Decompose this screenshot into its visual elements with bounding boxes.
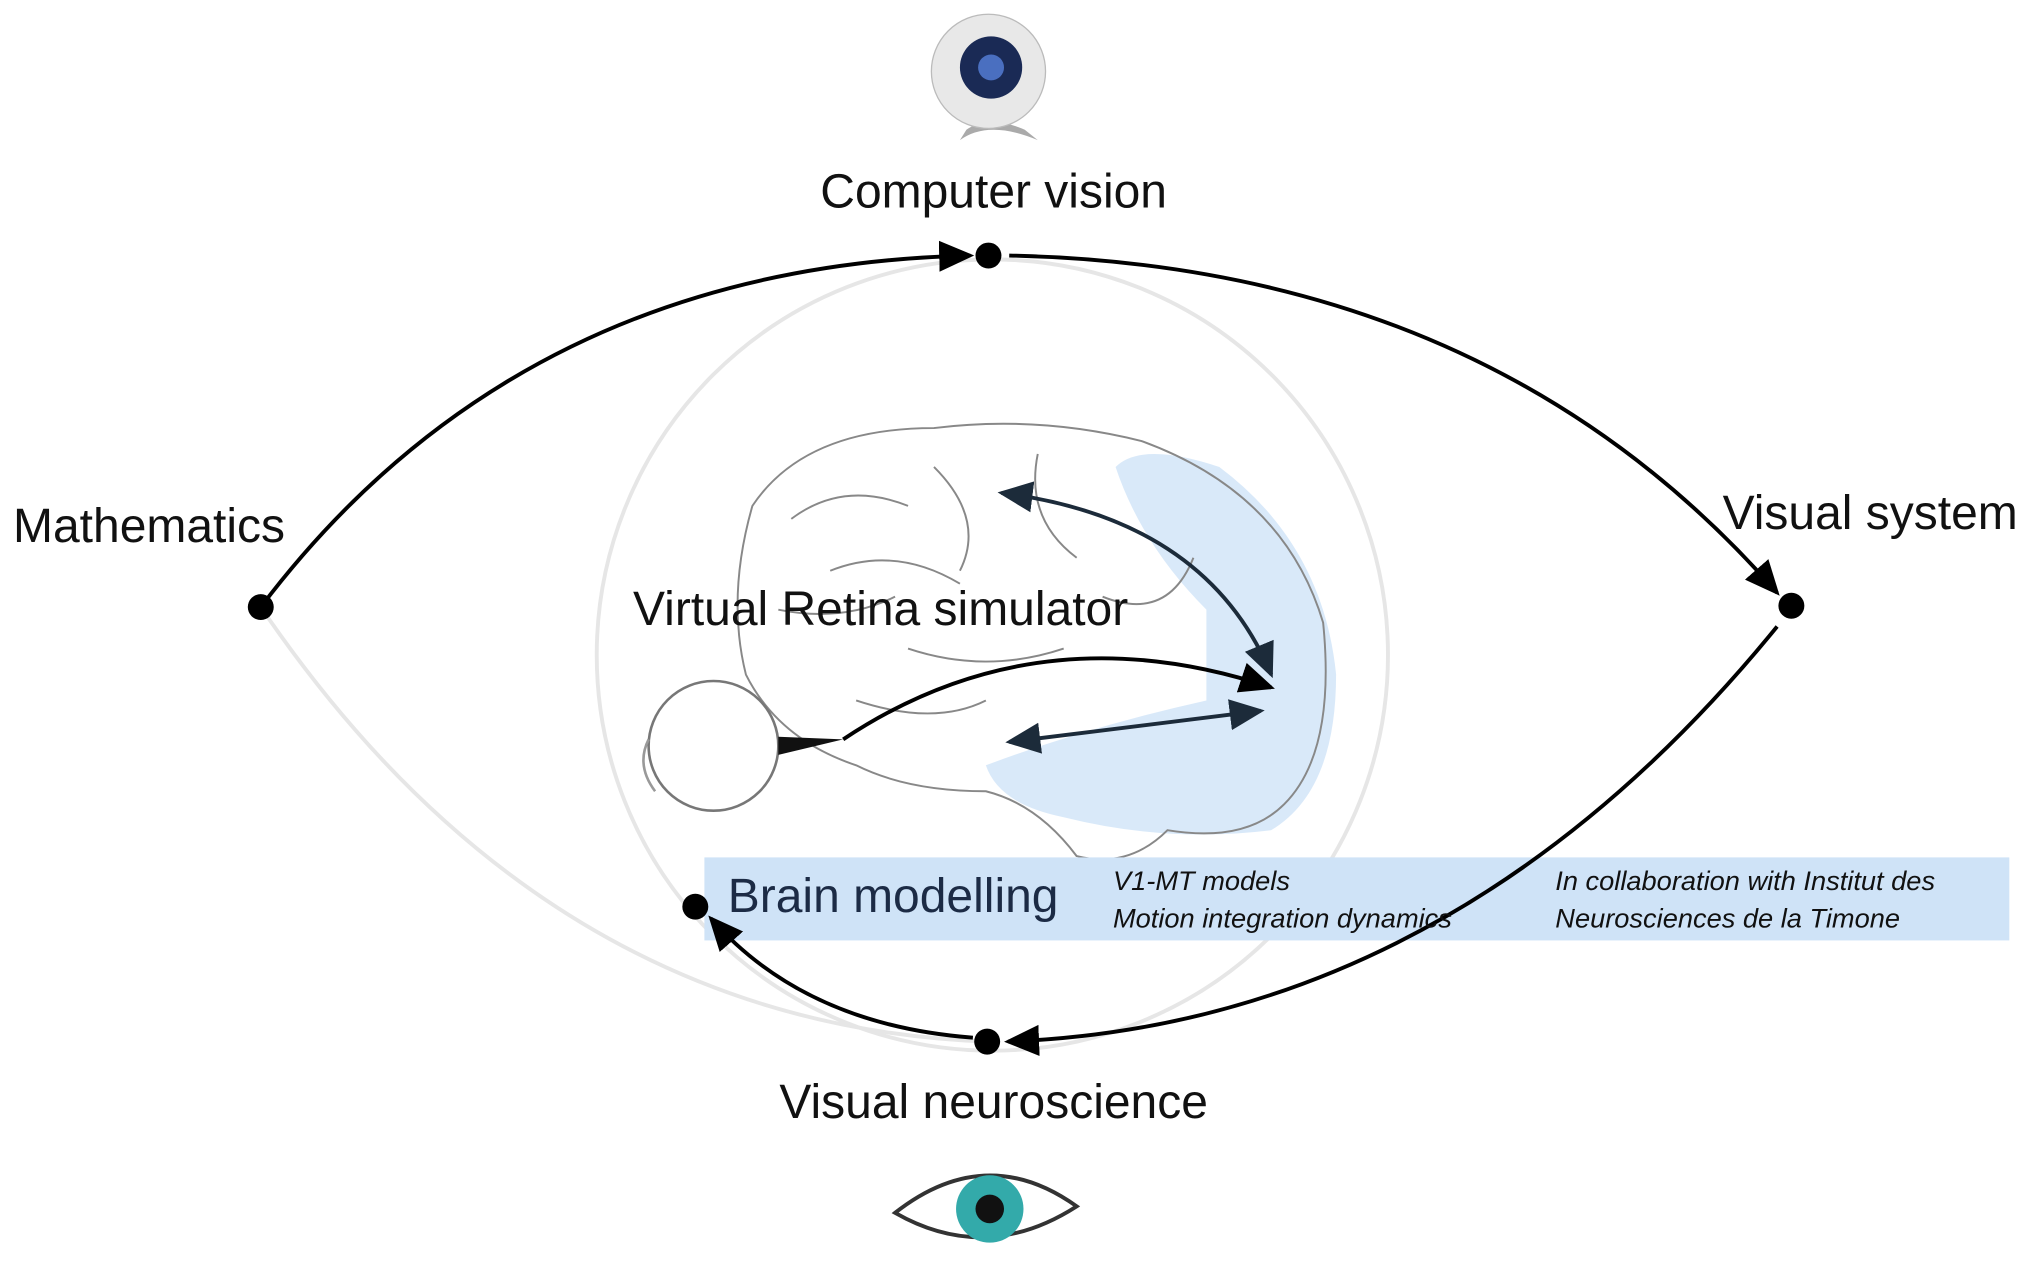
webcam-icon (931, 14, 1045, 140)
center-label: Virtual Retina simulator (633, 583, 1128, 636)
diagram: Computer vision Mathematics Visual syste… (0, 0, 2034, 1266)
banner-topic: Motion integration dynamics (1113, 902, 1452, 933)
banner-topic: V1-MT models (1113, 865, 1290, 896)
eye-icon (895, 1175, 1077, 1242)
node-label: Computer vision (820, 166, 1167, 219)
eye-illustration (643, 681, 843, 811)
banner-title: Brain modelling (728, 870, 1059, 923)
brain-illustration (643, 424, 1336, 860)
node-label: Visual neuroscience (779, 1076, 1208, 1129)
node-label: Visual system (1723, 487, 2018, 540)
banner-note: Neurosciences de la Timone (1555, 902, 1900, 933)
node-label: Mathematics (13, 500, 285, 553)
banner-note: In collaboration with Institut des (1555, 865, 1935, 896)
